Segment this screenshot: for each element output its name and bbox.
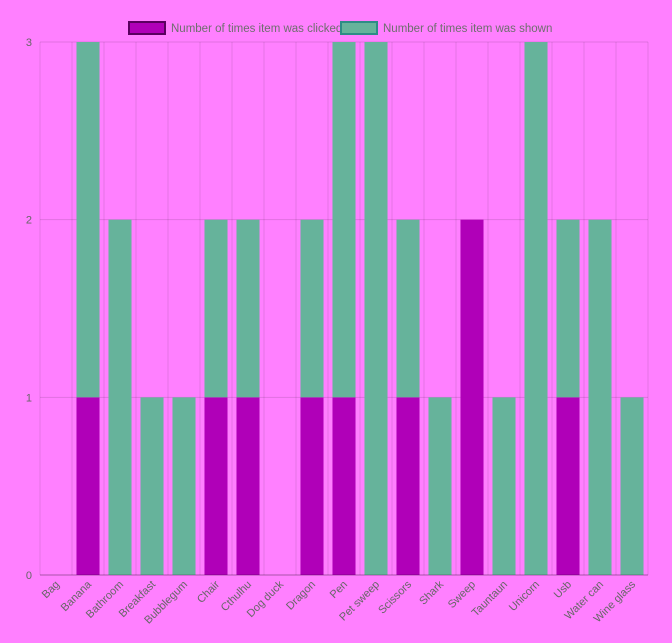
bar-clicked-pen xyxy=(332,397,356,575)
bar-shown-bathroom xyxy=(108,219,132,575)
x-tick-label: Bag xyxy=(40,579,62,601)
bar-clicked-sweep xyxy=(460,219,484,575)
y-tick-label: 2 xyxy=(26,215,32,227)
bar-clicked-banana xyxy=(76,397,100,575)
bar-shown-wine-glass xyxy=(620,397,644,575)
bar-shown-banana xyxy=(76,42,100,398)
legend-swatch-shown xyxy=(340,21,378,35)
bar-shown-shark xyxy=(428,397,452,575)
y-tick-label: 1 xyxy=(26,392,32,404)
bar-shown-scissors xyxy=(396,219,420,398)
bar-shown-pet-sweep xyxy=(364,42,388,575)
legend-label-clicked: Number of times item was clicked xyxy=(171,23,342,35)
bar-shown-dragon xyxy=(300,219,324,398)
bar-clicked-chair xyxy=(204,397,228,575)
bar-shown-cthulhu xyxy=(236,219,260,398)
bar-clicked-dragon xyxy=(300,397,324,575)
x-tick-label: Shark xyxy=(417,578,446,607)
x-tick-label: Dragon xyxy=(284,579,318,613)
legend-label-shown: Number of times item was shown xyxy=(383,23,552,35)
bar-shown-pen xyxy=(332,42,356,398)
y-tick-label: 0 xyxy=(26,570,32,582)
bar-clicked-scissors xyxy=(396,397,420,575)
bar-clicked-usb xyxy=(556,397,580,575)
x-tick-label: Pen xyxy=(328,579,350,601)
x-tick-label: Chair xyxy=(195,578,222,605)
legend-swatch-clicked xyxy=(128,21,166,35)
x-tick-label: Unicorn xyxy=(507,579,542,614)
grid xyxy=(39,41,649,576)
bar-shown-water-can xyxy=(588,219,612,575)
bar-shown-unicorn xyxy=(524,42,548,575)
x-tick-label: Scissors xyxy=(376,578,414,616)
bar-shown-breakfast xyxy=(140,397,164,575)
bar-shown-chair xyxy=(204,219,228,398)
y-tick-label: 3 xyxy=(26,37,32,49)
bars xyxy=(76,42,644,575)
bar-shown-tauntaun xyxy=(492,397,516,575)
bar-shown-bubblegum xyxy=(172,397,196,575)
bar-shown-usb xyxy=(556,219,580,398)
bar-clicked-cthulhu xyxy=(236,397,260,575)
x-tick-label: Usb xyxy=(552,579,574,601)
legend: Number of times item was clicked Number o… xyxy=(128,21,552,35)
